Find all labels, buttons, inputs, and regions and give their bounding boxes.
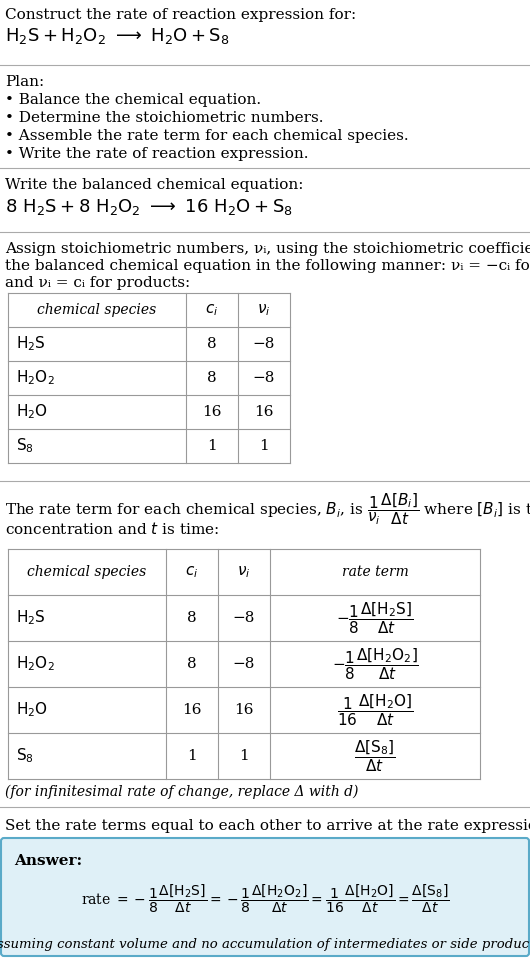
Text: 8: 8 bbox=[207, 337, 217, 351]
Text: 8: 8 bbox=[187, 611, 197, 625]
Text: (assuming constant volume and no accumulation of intermediates or side products): (assuming constant volume and no accumul… bbox=[0, 938, 530, 951]
Text: $-\dfrac{1}{8}\dfrac{\Delta[\mathrm{H_2O_2}]}{\Delta t}$: $-\dfrac{1}{8}\dfrac{\Delta[\mathrm{H_2O… bbox=[331, 646, 419, 682]
Text: the balanced chemical equation in the following manner: νᵢ = −cᵢ for reactants: the balanced chemical equation in the fo… bbox=[5, 259, 530, 273]
Text: 1: 1 bbox=[259, 439, 269, 453]
Text: −8: −8 bbox=[253, 337, 275, 351]
Text: Construct the rate of reaction expression for:: Construct the rate of reaction expressio… bbox=[5, 8, 356, 22]
Text: 1: 1 bbox=[239, 749, 249, 763]
Text: chemical species: chemical species bbox=[28, 565, 147, 579]
Text: −8: −8 bbox=[233, 611, 255, 625]
Text: and νᵢ = cᵢ for products:: and νᵢ = cᵢ for products: bbox=[5, 276, 190, 290]
Text: −8: −8 bbox=[253, 371, 275, 385]
Text: 8: 8 bbox=[187, 657, 197, 671]
Text: $\nu_i$: $\nu_i$ bbox=[257, 302, 271, 318]
Text: $\mathrm{H_2S}$: $\mathrm{H_2S}$ bbox=[16, 609, 46, 627]
Text: (for infinitesimal rate of change, replace Δ with d): (for infinitesimal rate of change, repla… bbox=[5, 785, 358, 800]
Text: $\mathrm{H_2O_2}$: $\mathrm{H_2O_2}$ bbox=[16, 368, 55, 387]
Text: $\dfrac{\Delta[\mathrm{S_8}]}{\Delta t}$: $\dfrac{\Delta[\mathrm{S_8}]}{\Delta t}$ bbox=[354, 738, 396, 774]
Text: Answer:: Answer: bbox=[14, 854, 82, 868]
Text: $c_i$: $c_i$ bbox=[186, 564, 199, 580]
Text: Write the balanced chemical equation:: Write the balanced chemical equation: bbox=[5, 178, 304, 192]
Text: • Assemble the rate term for each chemical species.: • Assemble the rate term for each chemic… bbox=[5, 129, 409, 143]
Text: • Write the rate of reaction expression.: • Write the rate of reaction expression. bbox=[5, 147, 308, 161]
FancyBboxPatch shape bbox=[1, 838, 529, 956]
Text: 1: 1 bbox=[207, 439, 217, 453]
Text: $\mathrm{H_2O_2}$: $\mathrm{H_2O_2}$ bbox=[16, 655, 55, 673]
Text: $\mathrm{S_8}$: $\mathrm{S_8}$ bbox=[16, 747, 34, 765]
Text: concentration and $t$ is time:: concentration and $t$ is time: bbox=[5, 521, 219, 537]
Text: $\nu_i$: $\nu_i$ bbox=[237, 564, 251, 580]
Text: 16: 16 bbox=[202, 405, 222, 419]
Text: • Balance the chemical equation.: • Balance the chemical equation. bbox=[5, 93, 261, 107]
Text: 8: 8 bbox=[207, 371, 217, 385]
Text: $\mathrm{H_2O}$: $\mathrm{H_2O}$ bbox=[16, 403, 48, 421]
Text: • Determine the stoichiometric numbers.: • Determine the stoichiometric numbers. bbox=[5, 111, 323, 125]
Text: $-\dfrac{1}{8}\dfrac{\Delta[\mathrm{H_2S}]}{\Delta t}$: $-\dfrac{1}{8}\dfrac{\Delta[\mathrm{H_2S… bbox=[337, 600, 413, 636]
Text: The rate term for each chemical species, $B_i$, is $\dfrac{1}{\nu_i}\dfrac{\Delt: The rate term for each chemical species,… bbox=[5, 491, 530, 527]
Text: Assign stoichiometric numbers, νᵢ, using the stoichiometric coefficients, cᵢ, fr: Assign stoichiometric numbers, νᵢ, using… bbox=[5, 242, 530, 256]
Text: $\mathrm{8\ H_2S + 8\ H_2O_2 \ \longrightarrow \ 16\ H_2O + S_8}$: $\mathrm{8\ H_2S + 8\ H_2O_2 \ \longrigh… bbox=[5, 197, 293, 217]
Text: $c_i$: $c_i$ bbox=[205, 302, 219, 318]
Text: −8: −8 bbox=[233, 657, 255, 671]
Text: $\mathrm{H_2S + H_2O_2 \ \longrightarrow \ H_2O + S_8}$: $\mathrm{H_2S + H_2O_2 \ \longrightarrow… bbox=[5, 26, 229, 46]
Text: Plan:: Plan: bbox=[5, 75, 44, 89]
Text: rate term: rate term bbox=[342, 565, 409, 579]
Text: 16: 16 bbox=[254, 405, 274, 419]
Text: Set the rate terms equal to each other to arrive at the rate expression:: Set the rate terms equal to each other t… bbox=[5, 819, 530, 833]
Text: $\mathrm{H_2O}$: $\mathrm{H_2O}$ bbox=[16, 701, 48, 719]
Text: $\dfrac{1}{16}\dfrac{\Delta[\mathrm{H_2O}]}{\Delta t}$: $\dfrac{1}{16}\dfrac{\Delta[\mathrm{H_2O… bbox=[337, 692, 413, 728]
Text: 1: 1 bbox=[187, 749, 197, 763]
Text: 16: 16 bbox=[182, 703, 202, 717]
Text: 16: 16 bbox=[234, 703, 254, 717]
Text: $\mathrm{H_2S}$: $\mathrm{H_2S}$ bbox=[16, 334, 46, 354]
Text: $\mathrm{S_8}$: $\mathrm{S_8}$ bbox=[16, 437, 34, 456]
Text: rate $= -\dfrac{1}{8}\dfrac{\Delta[\mathrm{H_2S}]}{\Delta t} = -\dfrac{1}{8}\dfr: rate $= -\dfrac{1}{8}\dfrac{\Delta[\math… bbox=[81, 883, 449, 915]
Text: chemical species: chemical species bbox=[38, 303, 157, 317]
